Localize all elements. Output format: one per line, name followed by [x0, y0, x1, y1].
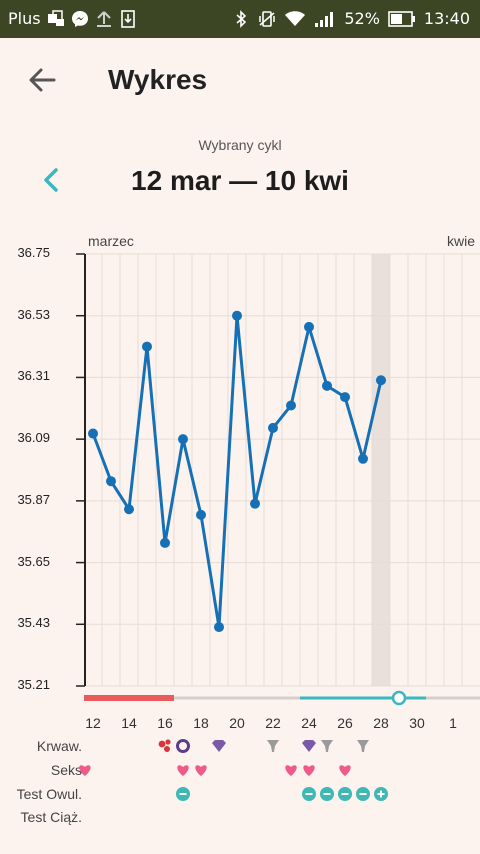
carrier-label: Plus: [8, 9, 41, 28]
download-box-icon: [120, 9, 135, 28]
heart-icon: [177, 765, 189, 776]
app-bar: Wykres: [0, 38, 480, 122]
temperature-point[interactable]: [142, 341, 152, 352]
chevron-left-icon: [44, 168, 58, 192]
heart-icon: [303, 765, 315, 776]
x-tick-label: 14: [121, 715, 137, 731]
x-tick-label: 28: [373, 715, 389, 731]
page-title: Wykres: [108, 64, 208, 95]
cycle-range: 12 mar — 10 kwi: [131, 165, 349, 196]
x-tick-label: 1: [449, 715, 457, 731]
temperature-point[interactable]: [196, 509, 206, 520]
temperature-line: [91, 314, 383, 629]
temperature-point[interactable]: [322, 380, 332, 391]
diamond-icon: [302, 740, 316, 752]
previous-cycle-button[interactable]: [36, 162, 68, 198]
row-label-seks: Seks: [50, 762, 82, 778]
vibrate-icon: [259, 10, 276, 27]
x-tick-label: 18: [193, 715, 209, 731]
heart-icon: [285, 765, 297, 776]
x-tick-label: 20: [229, 715, 245, 731]
temperature-point[interactable]: [232, 310, 242, 321]
x-tick-label: 16: [157, 715, 173, 731]
temperature-point[interactable]: [160, 537, 170, 548]
temperature-point[interactable]: [178, 434, 188, 445]
temperature-point[interactable]: [376, 375, 386, 386]
back-button[interactable]: [24, 60, 64, 100]
x-tick-label: 30: [409, 715, 425, 731]
wifi-icon: [285, 10, 306, 26]
gallery-icon: [47, 9, 64, 26]
row-label-test-owul: Test Owul.: [16, 786, 82, 802]
bluetooth-icon: [236, 9, 247, 28]
heart-icon: [339, 765, 351, 776]
y-tick-label: 35.43: [17, 615, 50, 631]
temperature-point[interactable]: [358, 453, 368, 464]
temperature-point[interactable]: [250, 498, 260, 509]
ovulation-marker[interactable]: [391, 690, 407, 706]
diamond-icon: [212, 740, 226, 752]
temperature-point[interactable]: [88, 428, 98, 439]
month-label-march: marzec: [88, 233, 134, 249]
y-tick-label: 36.09: [17, 430, 50, 446]
battery-percent: 52%: [344, 9, 380, 28]
status-bar: Plus 52% 13:40: [0, 0, 480, 38]
month-label-april: kwie: [447, 233, 476, 249]
goblet-icon: [321, 740, 333, 752]
row-label-test-ciaz: Test Ciąż.: [20, 809, 82, 825]
cycle-caption: Wybrany cykl: [198, 137, 282, 153]
blood-drops-icon: [158, 739, 171, 752]
temperature-point[interactable]: [106, 476, 116, 487]
y-tick-label: 35.65: [17, 553, 50, 569]
y-tick-label: 36.31: [17, 368, 50, 384]
goblet-icon: [267, 740, 279, 752]
temperature-point[interactable]: [214, 622, 224, 633]
temperature-point[interactable]: [268, 422, 278, 433]
goblet-icon: [357, 740, 369, 752]
y-tick-label: 35.21: [17, 677, 50, 692]
messenger-icon: [71, 10, 88, 27]
temperature-point[interactable]: [340, 392, 350, 403]
x-tick-label: 26: [337, 715, 353, 731]
temperature-point[interactable]: [124, 504, 134, 515]
today-column: [372, 254, 390, 686]
clock: 13:40: [423, 9, 470, 28]
y-tick-label: 36.53: [17, 306, 50, 322]
x-tick-label: 12: [85, 715, 101, 731]
battery-icon: [388, 10, 415, 27]
x-tick-label: 22: [265, 715, 281, 731]
x-tick-label: 24: [301, 715, 317, 731]
heart-icon: [79, 765, 91, 776]
y-tick-label: 36.75: [17, 245, 50, 260]
arrow-left-icon: [29, 68, 56, 92]
heart-icon: [195, 765, 207, 776]
row-label-krwaw: Krwaw.: [36, 738, 82, 754]
upload-icon: [96, 10, 111, 27]
temperature-point[interactable]: [286, 400, 296, 411]
signal-icon: [315, 11, 334, 27]
temperature-point[interactable]: [304, 321, 314, 332]
ring-icon: [176, 739, 190, 753]
y-tick-label: 35.87: [17, 491, 50, 507]
